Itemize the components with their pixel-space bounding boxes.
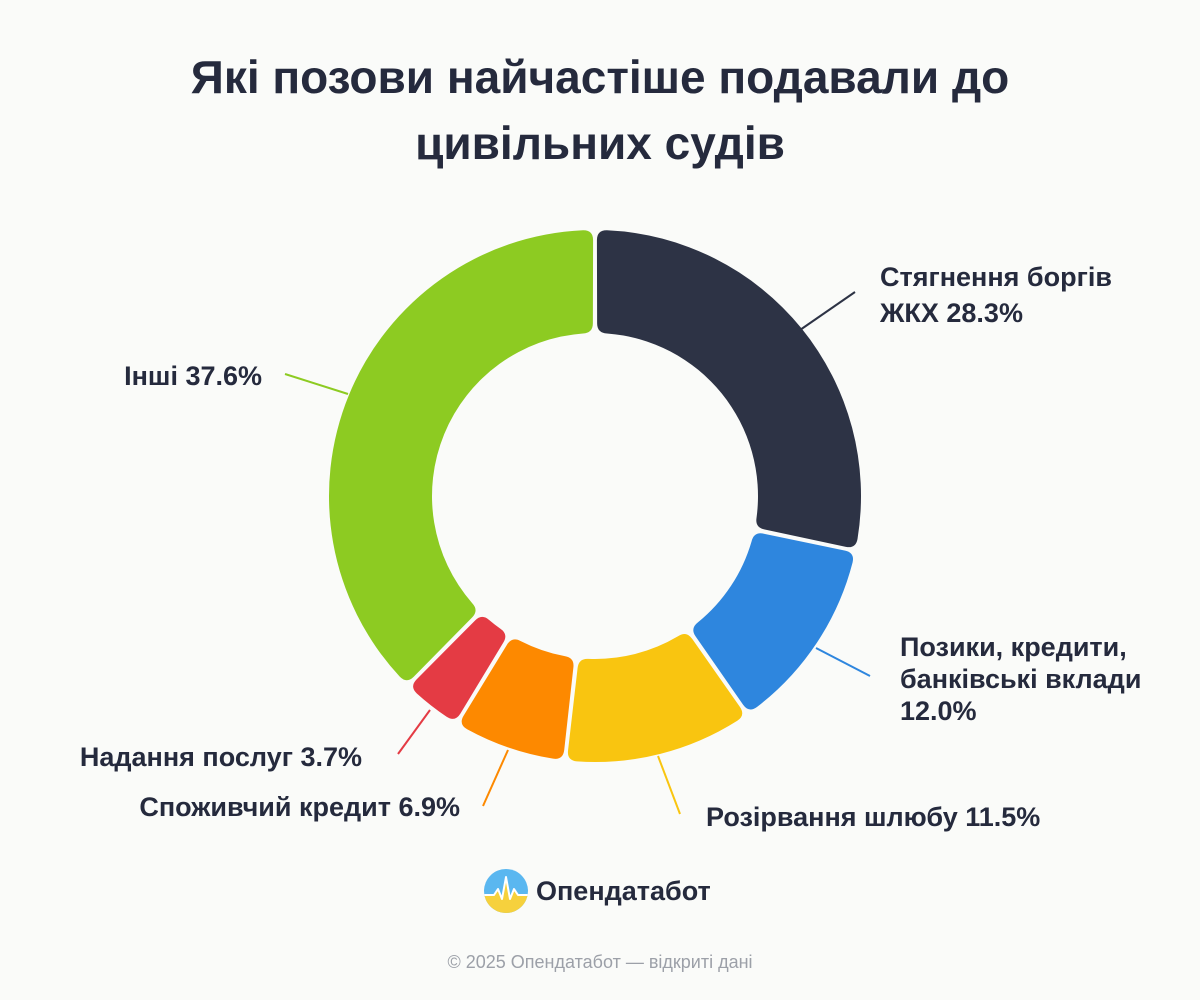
- leader-line-3: [657, 755, 681, 815]
- slice-label-3: Розірвання шлюбу 11.5%: [706, 802, 1040, 832]
- slice-label-2: Позики, кредити, банківські вклади 12.0%: [900, 632, 1141, 726]
- leader-line-1: [799, 291, 856, 331]
- slice-label-1-line-1: Стягнення боргів: [880, 262, 1112, 292]
- donut-slice-3: [567, 634, 743, 763]
- leader-line-4: [482, 749, 509, 807]
- chart-title-line-1: Які позови найчастіше подавали до: [190, 51, 1010, 103]
- slice-label-4-line-1: Споживчий кредит 6.9%: [139, 792, 460, 822]
- slice-label-2-line-1: Позики, кредити,: [900, 632, 1127, 662]
- donut-slice-2: [693, 533, 854, 710]
- slice-label-5: Надання послуг 3.7%: [80, 742, 362, 772]
- chart-title: Які позови найчастіше подавали до цивіль…: [0, 44, 1200, 176]
- leader-line-6: [284, 373, 349, 395]
- footer-copyright: © 2025 Опендатабот — відкриті дані: [447, 952, 753, 972]
- opendatabot-logo-icon: [484, 869, 528, 913]
- slice-label-3-line-1: Розірвання шлюбу 11.5%: [706, 802, 1040, 832]
- chart-title-line-2: цивільних судів: [415, 117, 785, 169]
- leader-lines: [284, 291, 871, 815]
- slice-label-6-line-1: Інші 37.6%: [124, 361, 262, 391]
- leader-line-2: [815, 647, 871, 677]
- slice-label-2-line-3: 12.0%: [900, 696, 977, 726]
- donut-slice-1: [596, 230, 862, 548]
- slice-label-1: Стягнення боргів ЖКХ 28.3%: [879, 262, 1112, 328]
- donut-slices: [328, 230, 862, 763]
- brand: Опендатабот: [484, 866, 711, 916]
- donut-slice-6: [328, 230, 594, 681]
- slice-label-4: Споживчий кредит 6.9%: [139, 792, 460, 822]
- brand-name: Опендатабот: [536, 875, 711, 906]
- leader-line-5: [397, 709, 431, 755]
- slice-label-1-line-2: ЖКХ 28.3%: [879, 298, 1023, 328]
- donut-slice-4: [461, 639, 574, 759]
- slice-label-5-line-1: Надання послуг 3.7%: [80, 742, 362, 772]
- slice-label-2-line-2: банківські вклади: [900, 664, 1141, 694]
- slice-labels: Стягнення боргів ЖКХ 28.3% Позики, кредити…: [80, 262, 1142, 832]
- slice-label-6: Інші 37.6%: [124, 361, 262, 391]
- donut-slice-5: [413, 616, 506, 719]
